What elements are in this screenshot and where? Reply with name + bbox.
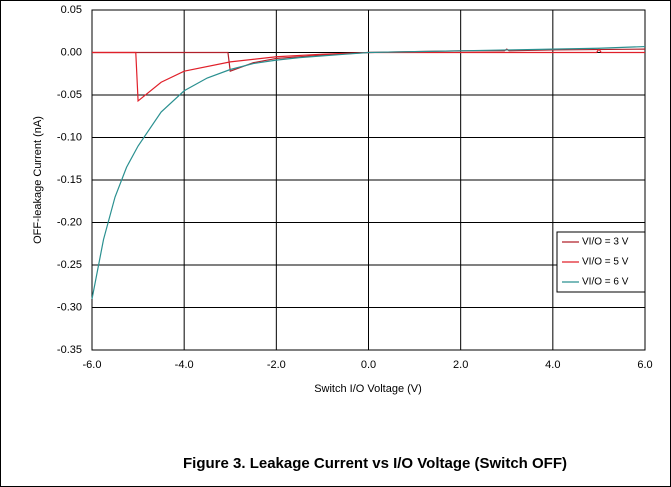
x-tick-label: -4.0 [175,359,194,371]
y-tick-label: -0.30 [57,301,82,313]
x-tick-label: 6.0 [637,359,652,371]
data-line [91,45,646,300]
y-tick-label: 0.05 [61,4,82,16]
y-tick-label: -0.35 [57,344,82,356]
x-tick-label: 2.0 [453,359,468,371]
y-axis-label: OFF-leakage Current (nA) [32,116,44,244]
x-tick-label: -2.0 [267,359,286,371]
y-tick-label: -0.15 [57,174,82,186]
chart-title: Figure 3. Leakage Current vs I/O Voltage… [183,455,567,472]
x-tick-label: 4.0 [545,359,560,371]
legend-label: VI/O = 6 V [582,277,629,288]
y-tick-label: -0.20 [57,216,82,228]
data-line [92,48,645,103]
y-tick-label: 0.00 [61,46,82,58]
plot-border [91,9,646,351]
y-tick-label: -0.05 [57,89,82,101]
x-tick-label: -6.0 [83,359,102,371]
legend-label: VI/O = 5 V [582,257,629,268]
x-axis-label: Switch I/O Voltage (V) [314,383,422,395]
legend-label: VI/O = 3 V [582,237,629,248]
y-tick-label: -0.10 [57,131,82,143]
x-tick-label: 0.0 [361,359,376,371]
y-tick-label: -0.25 [57,259,82,271]
